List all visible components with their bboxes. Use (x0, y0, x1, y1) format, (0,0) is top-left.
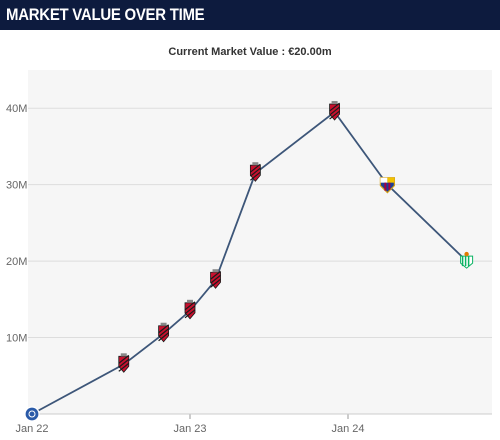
y-tick-label: 40M (6, 103, 27, 115)
y-axis: 10M 20M 30M 40M (6, 103, 27, 344)
x-tick-label: Jan 24 (331, 423, 364, 435)
current-market-value: Current Market Value : €20.00m (168, 46, 332, 58)
x-tick-label: Jan 22 (15, 423, 48, 435)
cruzeiro-crest-marker[interactable] (24, 406, 40, 422)
barcelona-crest-marker[interactable] (379, 177, 395, 194)
athletico-crest-marker[interactable] (329, 101, 340, 121)
x-tick-label: Jan 23 (173, 423, 206, 435)
athletico-crest-marker[interactable] (158, 322, 169, 343)
y-tick-label: 10M (6, 333, 27, 345)
grid-lines (28, 107, 492, 339)
page-title: MARKET VALUE OVER TIME (6, 5, 205, 24)
header-bar: MARKET VALUE OVER TIME (0, 0, 500, 30)
plot-area (28, 70, 492, 414)
athletico-crest-marker[interactable] (184, 299, 196, 320)
x-axis: Jan 22 Jan 23 Jan 24 (15, 413, 492, 435)
athletico-crest-marker[interactable] (118, 353, 130, 373)
data-points (24, 101, 474, 422)
y-tick-label: 20M (6, 256, 27, 268)
y-tick-label: 30M (6, 180, 27, 192)
athletico-crest-marker[interactable] (210, 269, 221, 289)
betis-crest-marker[interactable] (460, 251, 474, 269)
athletico-crest-marker[interactable] (249, 162, 261, 182)
